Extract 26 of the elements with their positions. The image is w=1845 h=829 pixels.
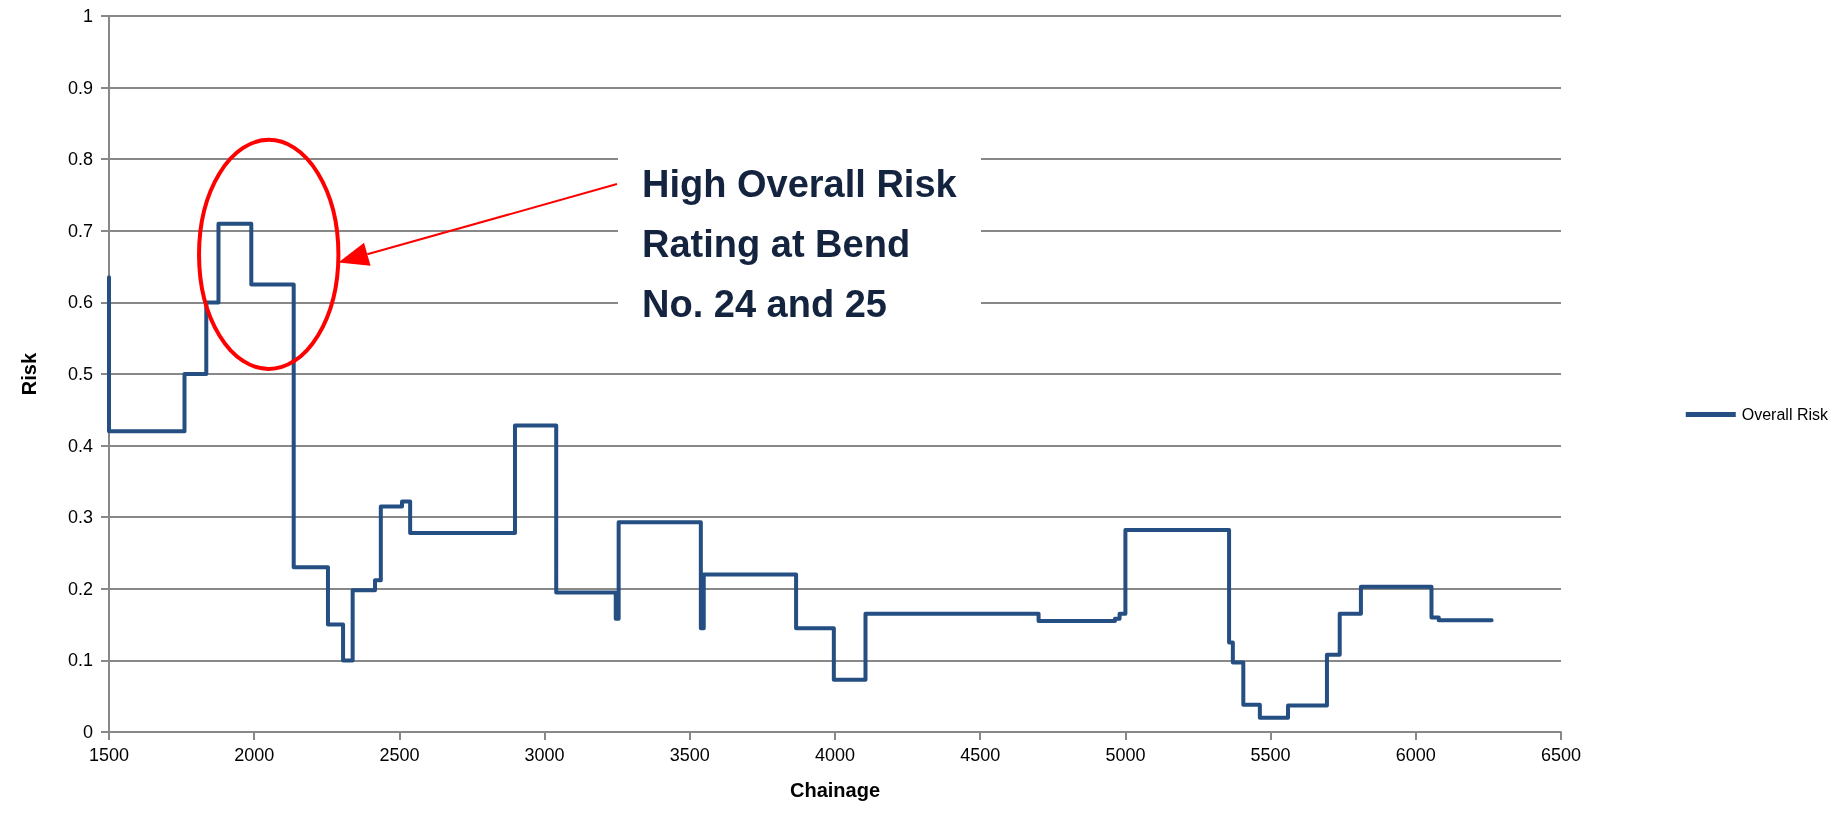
y-tick-label: 0.8 [67,149,93,170]
x-tick-label: 6000 [1395,745,1436,765]
x-tick-label: 2500 [379,745,420,765]
y-tick-label: 0.1 [67,650,93,671]
x-tick-label: 1500 [88,745,130,765]
x-tick-label: 4000 [814,745,856,765]
x-axis-title: Chainage [789,779,881,801]
x-tick-label: 3000 [524,745,565,765]
y-tick-label: 0.2 [67,578,93,599]
y-tick-label: 1 [82,6,93,26]
y-tick-label: 0.5 [67,364,93,384]
y-tick-label: 0.9 [67,77,93,98]
x-tick-label: 3500 [669,745,710,765]
y-tick-label: 0.3 [67,507,93,528]
y-tick-label: 0.4 [67,435,93,456]
x-tick-label: 6500 [1540,745,1582,765]
annotation: High Overall Risk Rating at Bend No. 24 and 25 [618,150,981,338]
x-tick-label: 4500 [960,745,1001,765]
x-tick-label: 5000 [1105,745,1146,765]
legend-label: Overall Risk [1741,406,1829,423]
y-tick-label: 0.7 [67,220,93,241]
y-tick-label: 0.6 [67,292,93,313]
x-tick-label: 2000 [234,745,275,765]
y-tick-label: 0 [82,722,93,742]
x-tick-label: 5500 [1250,745,1291,765]
y-axis-title: Risk [18,352,40,396]
